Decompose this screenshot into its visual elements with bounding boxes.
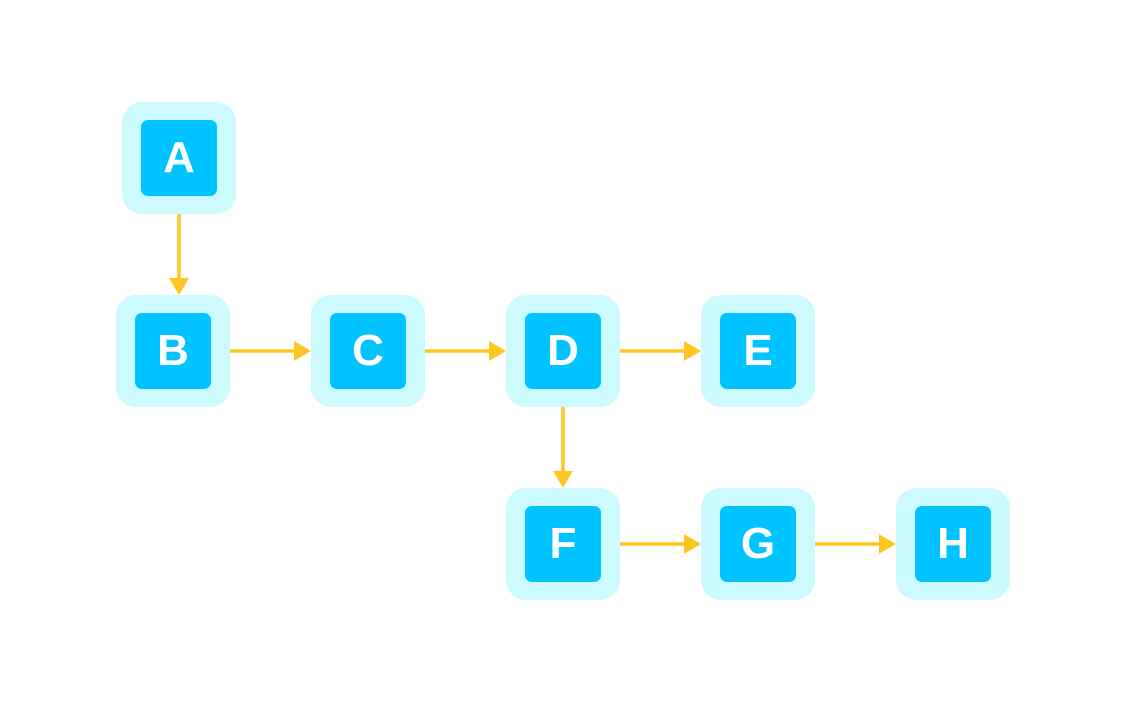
node-d-core: D <box>525 313 601 389</box>
node-b-core: B <box>135 313 211 389</box>
node-e-label: E <box>743 329 772 373</box>
edge-d-e <box>620 341 701 361</box>
node-e[interactable]: E <box>701 295 815 407</box>
node-b[interactable]: B <box>116 295 230 407</box>
edge-b-c <box>230 341 311 361</box>
node-b-label: B <box>157 329 189 373</box>
arrowhead-icon <box>489 341 506 361</box>
node-f[interactable]: F <box>506 488 620 600</box>
node-h-label: H <box>937 522 969 566</box>
node-e-core: E <box>720 313 796 389</box>
node-h[interactable]: H <box>896 488 1010 600</box>
arrowhead-icon <box>684 341 701 361</box>
node-a-core: A <box>141 120 217 196</box>
edge-f-g <box>620 534 701 554</box>
edge-d-f <box>553 407 573 488</box>
node-c[interactable]: C <box>311 295 425 407</box>
node-d-label: D <box>547 329 579 373</box>
node-f-label: F <box>550 522 577 566</box>
node-c-label: C <box>352 329 384 373</box>
node-g[interactable]: G <box>701 488 815 600</box>
node-g-label: G <box>741 522 775 566</box>
arrowhead-icon <box>879 534 896 554</box>
node-h-core: H <box>915 506 991 582</box>
node-a[interactable]: A <box>122 102 236 214</box>
edge-g-h <box>815 534 896 554</box>
edge-c-d <box>425 341 506 361</box>
edge-a-b <box>169 214 189 295</box>
arrowhead-icon <box>169 278 189 295</box>
node-g-core: G <box>720 506 796 582</box>
arrowhead-icon <box>294 341 311 361</box>
node-a-label: A <box>163 136 195 180</box>
arrowhead-icon <box>553 471 573 488</box>
node-f-core: F <box>525 506 601 582</box>
node-d[interactable]: D <box>506 295 620 407</box>
node-c-core: C <box>330 313 406 389</box>
arrowhead-icon <box>684 534 701 554</box>
